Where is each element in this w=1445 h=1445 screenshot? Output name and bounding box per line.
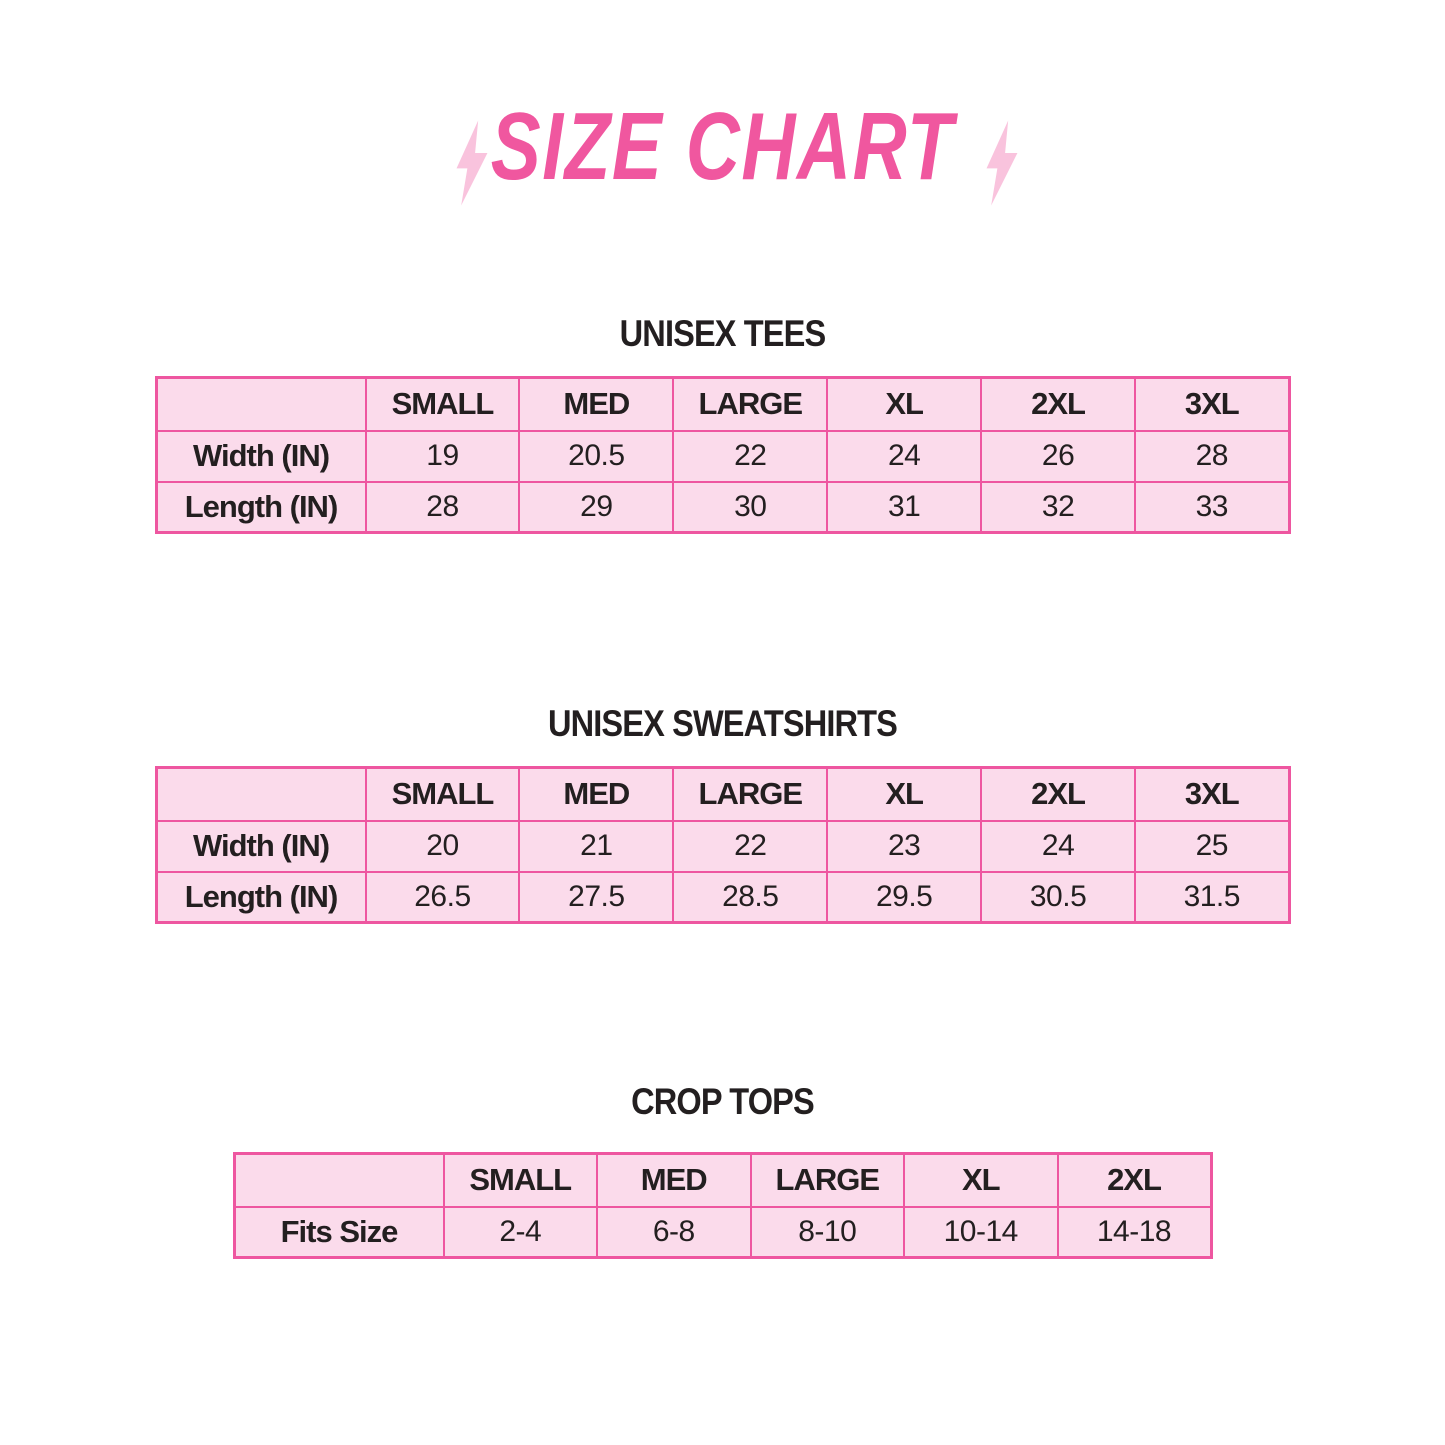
table-header-row: SMALL MED LARGE XL 2XL 3XL (155, 376, 1290, 432)
column-header: SMALL (364, 766, 521, 822)
column-header: 2XL (1056, 1152, 1212, 1208)
column-header: XL (826, 376, 983, 432)
column-header: 2XL (980, 766, 1137, 822)
value-cell: 21 (518, 819, 675, 873)
value-cell: 28.5 (672, 870, 829, 924)
section-heading: UNISEX SWEATSHIRTS (547, 703, 898, 744)
column-header: MED (518, 376, 675, 432)
row-label: Width (IN) (155, 819, 367, 873)
row-label: Length (IN) (155, 480, 367, 534)
value-cell: 31.5 (1134, 870, 1290, 924)
column-header: LARGE (749, 1152, 905, 1208)
column-header: SMALL (442, 1152, 598, 1208)
value-cell: 29 (518, 480, 675, 534)
table-row: Length (IN) 28 29 30 31 32 33 (155, 480, 1290, 534)
value-cell: 30.5 (980, 870, 1137, 924)
value-cell: 14-18 (1056, 1205, 1212, 1259)
value-cell: 28 (364, 480, 521, 534)
column-header: 3XL (1134, 376, 1290, 432)
column-header: XL (826, 766, 983, 822)
table-row: Width (IN) 20 21 22 23 24 25 (155, 819, 1290, 873)
value-cell: 20 (364, 819, 521, 873)
value-cell: 20.5 (518, 429, 675, 483)
unisex-sweatshirts-table: SMALL MED LARGE XL 2XL 3XL Width (IN) 20 21 22 23 2… (154, 766, 1291, 924)
value-cell: 31 (826, 480, 983, 534)
lightning-bolt-icon (986, 120, 1018, 206)
column-header: 2XL (980, 376, 1137, 432)
corner-cell (155, 376, 367, 432)
column-header: MED (518, 766, 675, 822)
column-header: LARGE (672, 376, 829, 432)
value-cell: 10-14 (903, 1205, 1059, 1259)
value-cell: 29.5 (826, 870, 983, 924)
value-cell: 22 (672, 429, 829, 483)
value-cell: 6-8 (596, 1205, 752, 1259)
column-header: LARGE (672, 766, 829, 822)
value-cell: 33 (1134, 480, 1290, 534)
crop-tops-table: SMALL MED LARGE XL 2XL Fits Size 2-4 6-8 8-10 10-… (232, 1152, 1213, 1259)
value-cell: 26 (980, 429, 1137, 483)
value-cell: 30 (672, 480, 829, 534)
table-header-row: SMALL MED LARGE XL 2XL 3XL (155, 766, 1290, 822)
column-header: 3XL (1134, 766, 1290, 822)
value-cell: 24 (980, 819, 1137, 873)
value-cell: 22 (672, 819, 829, 873)
value-cell: 32 (980, 480, 1137, 534)
corner-cell (155, 766, 367, 822)
value-cell: 19 (364, 429, 521, 483)
value-cell: 25 (1134, 819, 1290, 873)
value-cell: 8-10 (749, 1205, 905, 1259)
table-row: Width (IN) 19 20.5 22 24 26 28 (155, 429, 1290, 483)
row-label: Width (IN) (155, 429, 367, 483)
column-header: SMALL (364, 376, 521, 432)
section-heading: UNISEX TEES (619, 313, 827, 354)
section-heading: CROP TOPS (631, 1081, 815, 1122)
title-row: SIZE CHART (0, 92, 1445, 202)
section-unisex-sweatshirts: UNISEX SWEATSHIRTS SMALL MED LARGE XL 2XL 3XL… (0, 702, 1445, 924)
value-cell: 24 (826, 429, 983, 483)
page-title: SIZE CHART (490, 93, 955, 200)
corner-cell (233, 1152, 445, 1208)
value-cell: 27.5 (518, 870, 675, 924)
row-label: Fits Size (233, 1205, 445, 1259)
section-unisex-tees: UNISEX TEES SMALL MED LARGE XL 2XL 3XL Width (… (0, 312, 1445, 534)
value-cell: 26.5 (364, 870, 521, 924)
table-row: Length (IN) 26.5 27.5 28.5 29.5 30.5 31.5 (155, 870, 1290, 924)
lightning-bolt-icon (456, 120, 488, 206)
value-cell: 28 (1134, 429, 1290, 483)
table-header-row: SMALL MED LARGE XL 2XL (233, 1152, 1212, 1208)
unisex-tees-table: SMALL MED LARGE XL 2XL 3XL Width (IN) 19 20.5 22 2… (154, 376, 1291, 534)
section-crop-tops: CROP TOPS SMALL MED LARGE XL 2XL Fits Size 2-4… (0, 1080, 1445, 1259)
value-cell: 23 (826, 819, 983, 873)
value-cell: 2-4 (442, 1205, 598, 1259)
table-row: Fits Size 2-4 6-8 8-10 10-14 14-18 (233, 1205, 1212, 1259)
column-header: MED (596, 1152, 752, 1208)
row-label: Length (IN) (155, 870, 367, 924)
column-header: XL (903, 1152, 1059, 1208)
